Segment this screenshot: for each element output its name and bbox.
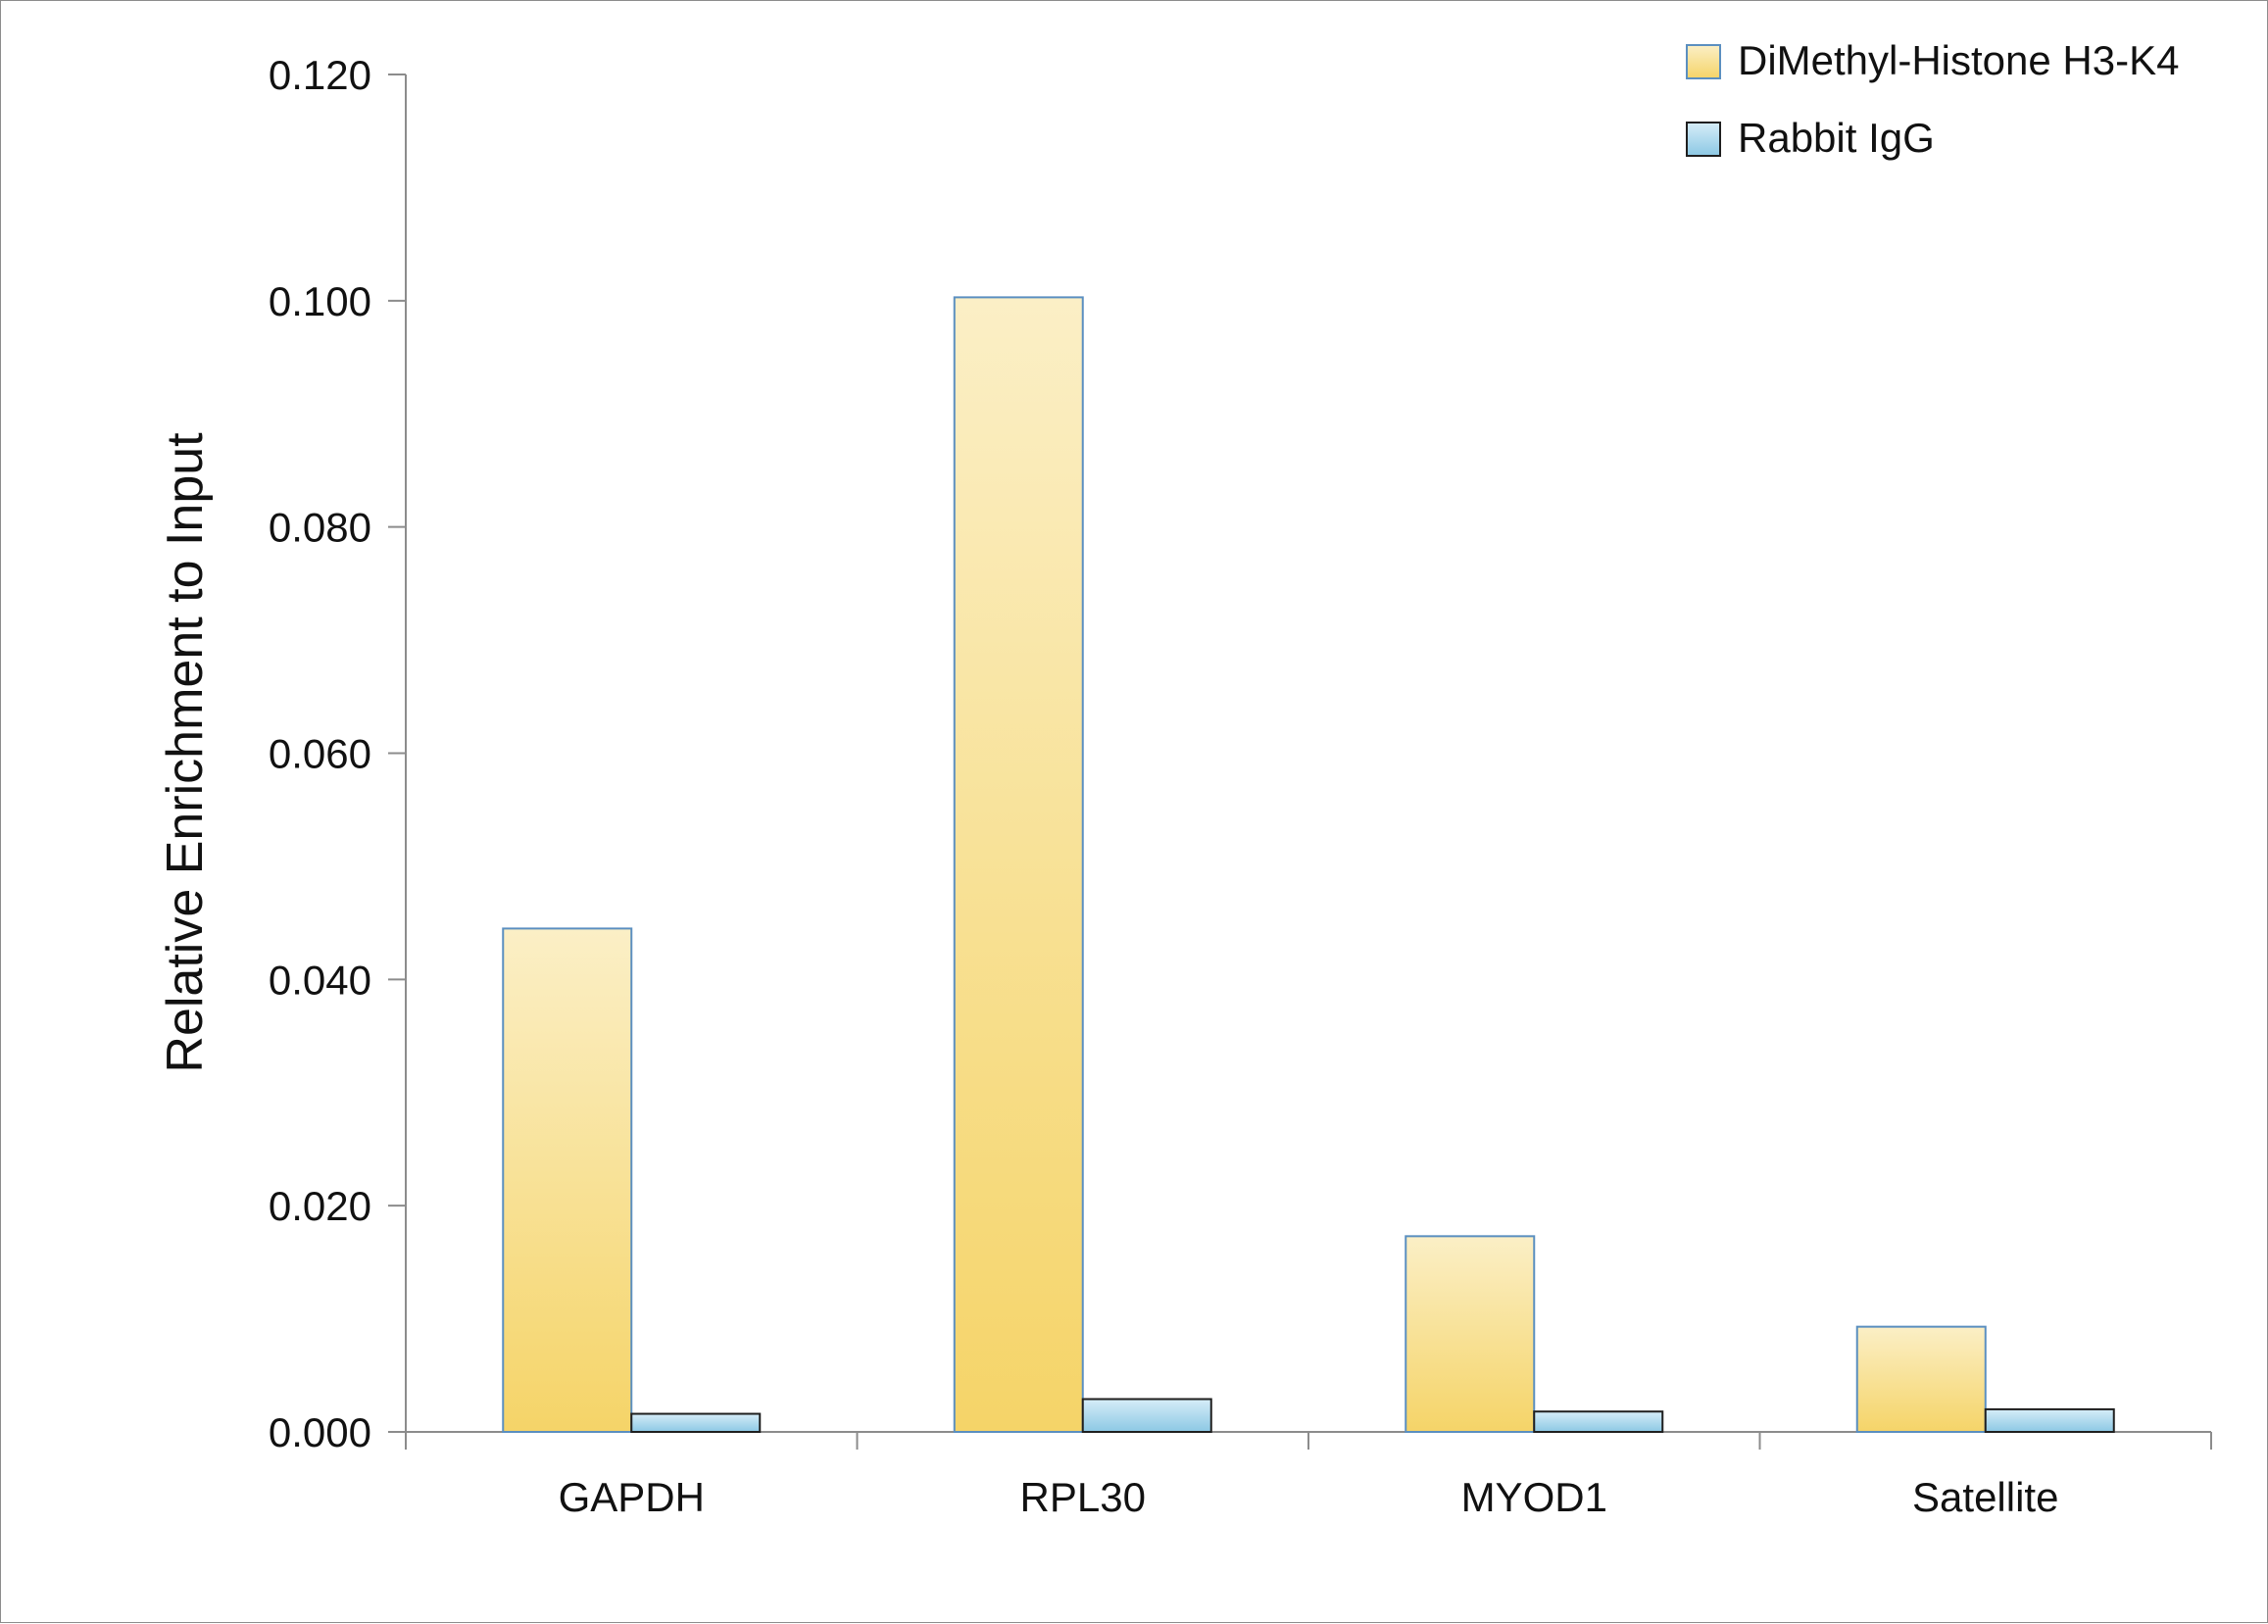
x-tick-label: Satellite (1912, 1474, 2058, 1520)
y-axis-title: Relative Enrichment to Input (157, 432, 214, 1073)
bars (502, 296, 2115, 1434)
legend: DiMethyl-Histone H3-K4 Rabbit IgG (1686, 37, 2179, 161)
bar-dimethyl-h3k4-myod1 (1405, 1235, 1536, 1434)
bar-rabbit-igg-gapdh (630, 1412, 762, 1433)
y-tick-label: 0.020 (269, 1183, 371, 1229)
y-tick-label: 0.100 (269, 278, 371, 324)
legend-swatch (1686, 122, 1721, 157)
legend-label: DiMethyl-Histone H3-K4 (1738, 37, 2179, 83)
bar-rabbit-igg-myod1 (1533, 1410, 1664, 1433)
bar-rabbit-igg-satellite (1984, 1407, 2115, 1433)
x-tick-label: MYOD1 (1461, 1474, 1607, 1520)
y-tick-label: 0.040 (269, 957, 371, 1003)
bar-dimethyl-h3k4-rpl30 (953, 296, 1084, 1433)
y-tick-label: 0.120 (269, 52, 371, 98)
bar-dimethyl-h3k4-gapdh (502, 927, 633, 1433)
legend-swatch (1686, 44, 1721, 79)
y-tick-label: 0.060 (269, 731, 371, 777)
bar-dimethyl-h3k4-satellite (1855, 1325, 1987, 1433)
bar-rabbit-igg-rpl30 (1081, 1398, 1212, 1434)
legend-label: Rabbit IgG (1738, 115, 1935, 161)
x-tick-label: GAPDH (559, 1474, 705, 1520)
x-tick-label: RPL30 (1020, 1474, 1146, 1520)
y-tick-label: 0.000 (269, 1409, 371, 1455)
y-axis: 0.000 0.020 0.040 0.060 0.080 0.100 0.120 (269, 52, 407, 1455)
y-tick-label: 0.080 (269, 505, 371, 551)
x-axis: GAPDH RPL30 MYOD1 Satellite (405, 1431, 2212, 1520)
